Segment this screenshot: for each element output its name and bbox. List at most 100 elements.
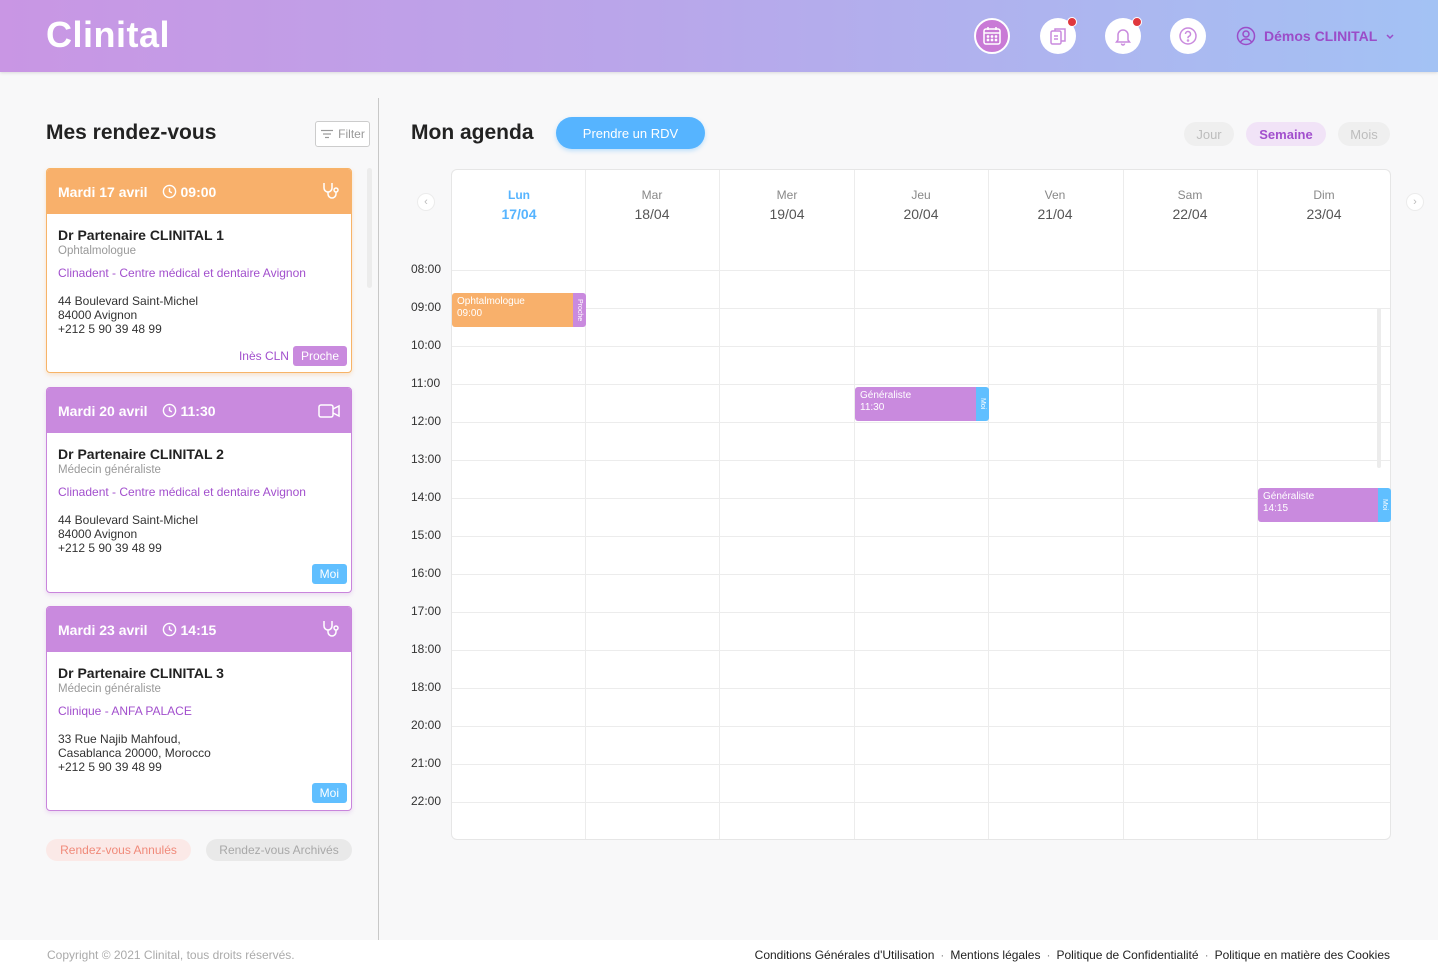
clock-icon (162, 403, 176, 418)
page-footer: Copyright © 2021 Clinital, tous droits r… (0, 940, 1438, 972)
doctor-name: Dr Partenaire CLINITAL 2 (58, 446, 224, 462)
list-scrollbar[interactable] (367, 168, 372, 288)
previous-week-button[interactable]: ‹ (417, 193, 435, 211)
help-button[interactable] (1170, 18, 1206, 54)
appointment-time: 14:15 (180, 621, 217, 638)
hour-label: 10:00 (411, 338, 442, 352)
agenda-title: Mon agenda (411, 121, 534, 144)
patient-tag: Moi (311, 783, 347, 803)
clinic-link[interactable]: Clinadent - Centre médical et dentaire A… (58, 485, 306, 499)
clock-icon (162, 622, 176, 637)
hour-label: 12:00 (411, 414, 442, 428)
clock-icon (162, 184, 176, 199)
hour-label: 20:00 (411, 718, 442, 732)
hour-label: 11:00 (411, 376, 441, 390)
hour-label: 14:00 (411, 490, 442, 504)
doctor-specialty: Médecin généraliste (58, 683, 161, 695)
view-week-button[interactable]: Semaine (1246, 122, 1326, 146)
cancelled-appointments-button[interactable]: Rendez-vous Annulés (46, 839, 191, 861)
event-title: Généraliste (1263, 491, 1315, 502)
address-line: 44 Boulevard Saint-Michel (58, 294, 199, 308)
appointment-card-header: Mardi 20 avril 11:30 (47, 388, 351, 433)
event-time: 09:00 (457, 308, 483, 319)
documents-nav-button[interactable] (1040, 17, 1077, 54)
hour-label: 09:00 (411, 300, 442, 314)
event-title: Généraliste (860, 390, 912, 401)
clinic-link[interactable]: Clinique - ANFA PALACE (58, 704, 192, 718)
phone-number: +212 5 90 39 48 99 (58, 322, 162, 336)
hour-label: 18:00 (411, 642, 442, 656)
appointment-date: Mardi 17 avril (58, 183, 148, 200)
filter-icon (321, 129, 334, 139)
event-time: 14:15 (1263, 503, 1289, 514)
view-month-button[interactable]: Mois (1338, 122, 1390, 146)
stethoscope-icon (323, 183, 339, 199)
day-header-tue[interactable]: Mar 18/04 (634, 188, 670, 222)
archived-appointments-button[interactable]: Rendez-vous Archivés (206, 839, 352, 861)
day-header-fri[interactable]: Ven 21/04 (1037, 188, 1073, 222)
hour-label: 16:00 (411, 566, 442, 580)
calendar-event[interactable]: Généraliste 14:15 (1258, 488, 1379, 522)
phone-number: +212 5 90 39 48 99 (58, 760, 162, 774)
calendar-scrollbar[interactable] (1377, 308, 1381, 468)
appointment-time: 11:30 (180, 402, 216, 419)
chevron-down-icon (1386, 34, 1394, 40)
doctor-name: Dr Partenaire CLINITAL 3 (58, 665, 224, 681)
address-line: 84000 Avignon (58, 527, 138, 541)
hour-label: 22:00 (411, 794, 442, 808)
doctor-specialty: Ophtalmologue (58, 245, 136, 257)
doctor-specialty: Médecin généraliste (58, 464, 161, 476)
address-line: 44 Boulevard Saint-Michel (58, 513, 199, 527)
event-time: 11:30 (860, 402, 885, 413)
copyright-text: Copyright © 2021 Clinital, tous droits r… (47, 948, 295, 962)
patient-name: Inès CLN (238, 349, 289, 363)
event-title: Ophtalmologue (457, 296, 525, 307)
hour-label: 21:00 (411, 756, 442, 770)
footer-link-privacy[interactable]: Politique de Confidentialité (1056, 948, 1199, 962)
next-week-button[interactable]: › (1406, 193, 1424, 211)
day-header-sun[interactable]: Dim 23/04 (1306, 188, 1342, 222)
hour-label: 18:00 (411, 680, 442, 694)
notification-dot (1132, 17, 1142, 27)
doctor-name: Dr Partenaire CLINITAL 1 (58, 227, 224, 243)
notifications-button[interactable] (1105, 17, 1142, 54)
day-header-sat[interactable]: Sam 22/04 (1172, 188, 1208, 222)
chevron-left-icon: ‹ (424, 196, 428, 208)
hour-label: 13:00 (411, 452, 442, 466)
calendar-event[interactable]: Généraliste 11:30 (855, 387, 976, 421)
footer-link-legal[interactable]: Mentions légales (950, 948, 1041, 962)
user-name: Démos CLINITAL (1264, 28, 1378, 44)
app-logo[interactable]: Clinital (46, 14, 171, 55)
appointment-date: Mardi 23 avril (58, 621, 148, 638)
footer-links: Conditions Générales d'Utilisation · Men… (754, 948, 1390, 962)
bell-icon (1115, 29, 1131, 46)
appointment-card[interactable]: Mardi 17 avril 09:00 Dr Partenaire CLINI… (46, 168, 352, 373)
footer-link-terms[interactable]: Conditions Générales d'Utilisation (754, 948, 935, 962)
event-tag: Proche (573, 293, 586, 327)
documents-icon (1050, 28, 1066, 45)
view-day-button[interactable]: Jour (1184, 122, 1234, 146)
address-line: 84000 Avignon (58, 308, 138, 322)
user-menu[interactable]: Démos CLINITAL (1236, 26, 1395, 46)
footer-link-cookies[interactable]: Politique en matière des Cookies (1214, 948, 1390, 962)
app-header: Clinital Démos CLINITAL (0, 0, 1438, 72)
week-calendar[interactable]: Lun 17/04 Mar 18/04 Mer 19/04 Jeu 20/04 … (451, 169, 1391, 840)
appointment-card[interactable]: Mardi 20 avril 11:30 Dr Partenaire CLINI… (46, 387, 352, 593)
appointments-title: Mes rendez-vous (46, 121, 217, 144)
patient-tag: Proche (292, 346, 347, 366)
patient-tag: Moi (311, 564, 347, 584)
appointment-card[interactable]: Mardi 23 avril 14:15 Dr Partenaire CLINI… (46, 606, 352, 811)
hour-label: 17:00 (411, 604, 442, 618)
clinic-link[interactable]: Clinadent - Centre médical et dentaire A… (58, 266, 306, 280)
calendar-nav-button[interactable] (974, 18, 1010, 54)
phone-number: +212 5 90 39 48 99 (58, 541, 162, 555)
day-header-mon[interactable]: Lun 17/04 (501, 188, 537, 222)
filter-button[interactable]: Filter (315, 121, 370, 147)
calendar-event[interactable]: Ophtalmologue 09:00 (452, 293, 573, 327)
day-header-thu[interactable]: Jeu 20/04 (903, 188, 939, 222)
day-header-wed[interactable]: Mer 19/04 (769, 188, 805, 222)
book-appointment-button[interactable]: Prendre un RDV (556, 117, 705, 149)
user-icon (1236, 26, 1256, 46)
event-tag: Moi (976, 387, 989, 421)
appointment-date: Mardi 20 avril (58, 402, 148, 419)
